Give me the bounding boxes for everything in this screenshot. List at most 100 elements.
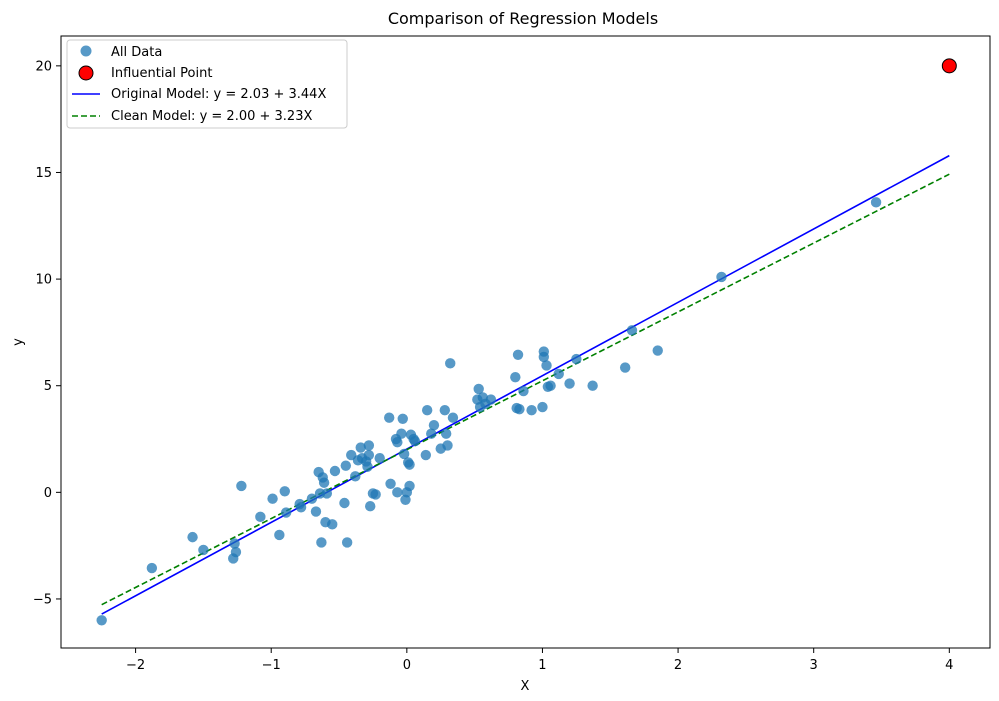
data-point — [385, 478, 396, 490]
data-point — [396, 428, 407, 439]
data-point — [447, 412, 459, 423]
clean-model-line — [101, 173, 950, 606]
y-tick-label: 20 — [35, 59, 52, 74]
legend-label-influential-point: Influential Point — [111, 66, 212, 81]
y-tick-label: 0 — [44, 486, 52, 501]
data-point — [310, 506, 322, 517]
data-point — [230, 546, 242, 558]
data-point — [398, 448, 410, 460]
data-point — [198, 544, 209, 556]
data-point — [409, 435, 421, 447]
legend-label-original-model: Original Model: y = 2.03 + 3.44X — [111, 87, 326, 102]
data-point — [363, 449, 375, 461]
data-point — [439, 405, 451, 416]
data-point — [306, 493, 318, 504]
data-point — [370, 489, 381, 500]
plot-frame — [60, 35, 991, 649]
data-point — [870, 197, 882, 208]
data-point — [537, 401, 548, 413]
data-point — [473, 383, 484, 395]
data-point — [340, 460, 352, 471]
data-point — [280, 507, 292, 518]
data-point — [421, 405, 433, 416]
data-point — [626, 325, 638, 336]
data-point — [526, 405, 537, 416]
x-axis-ticks: −2 −1 0 1 2 3 4 — [126, 648, 953, 673]
data-point — [255, 511, 266, 523]
data-point — [187, 531, 198, 543]
chart-title: Comparison of Regression Models — [388, 9, 658, 28]
original-model-line — [101, 154, 950, 615]
legend-label-all-data: All Data — [111, 45, 162, 60]
data-point — [404, 459, 415, 470]
data-point — [279, 486, 290, 497]
data-point — [355, 442, 366, 453]
data-point — [485, 394, 497, 405]
x-tick-label: 4 — [945, 658, 953, 673]
data-point — [541, 360, 552, 371]
data-point — [553, 368, 564, 380]
data-point — [392, 437, 403, 448]
data-point — [362, 461, 373, 472]
data-point — [374, 453, 385, 464]
data-point — [512, 349, 524, 360]
legend-box — [66, 39, 348, 129]
data-point — [295, 502, 307, 513]
x-axis-title: X — [521, 679, 530, 694]
data-point — [518, 385, 529, 397]
data-point — [587, 380, 598, 391]
x-tick-label: −1 — [262, 658, 281, 673]
data-point — [420, 449, 432, 461]
data-point — [428, 419, 440, 431]
data-point — [236, 480, 247, 492]
data-point — [397, 413, 408, 424]
data-point — [350, 471, 361, 482]
y-tick-label: 5 — [44, 379, 52, 394]
legend-marker-influential-point — [78, 65, 94, 81]
data-point — [538, 351, 550, 363]
y-tick-label: 15 — [35, 166, 52, 181]
x-tick-label: 1 — [538, 658, 546, 673]
x-tick-label: 3 — [810, 658, 818, 673]
y-axis-ticks: −5 0 5 10 15 20 — [33, 59, 61, 607]
data-point — [327, 519, 338, 530]
data-point — [392, 487, 403, 498]
data-point — [404, 480, 415, 492]
data-point — [365, 500, 376, 512]
legend: All Data Influential Point Original Mode… — [66, 39, 348, 129]
data-point — [329, 465, 341, 477]
data-point — [426, 428, 437, 439]
data-point — [321, 488, 333, 499]
y-tick-label: 10 — [35, 273, 52, 288]
data-point — [571, 353, 582, 365]
data-point — [716, 271, 727, 283]
data-point — [545, 380, 556, 391]
plot-area — [96, 58, 957, 626]
y-tick-label: −5 — [33, 592, 52, 607]
y-axis-title: y — [11, 338, 26, 346]
data-point — [514, 403, 525, 415]
x-tick-label: −2 — [126, 658, 145, 673]
influential-point-marker — [941, 58, 957, 74]
data-point — [339, 497, 350, 509]
data-point — [445, 358, 456, 369]
data-point — [564, 378, 575, 389]
data-point — [341, 537, 353, 548]
data-point — [510, 371, 521, 383]
data-point — [442, 440, 453, 451]
data-point — [146, 562, 158, 574]
data-point — [652, 345, 663, 356]
data-point — [619, 362, 631, 373]
data-point — [316, 537, 327, 548]
x-tick-label: 0 — [403, 658, 411, 673]
legend-marker-all-data — [80, 45, 92, 57]
data-point — [384, 412, 395, 423]
data-point — [229, 538, 240, 549]
data-point — [440, 428, 452, 439]
x-tick-label: 2 — [674, 658, 682, 673]
data-point — [96, 615, 107, 626]
data-point — [267, 493, 278, 504]
data-point — [363, 440, 375, 451]
data-point — [274, 529, 285, 541]
